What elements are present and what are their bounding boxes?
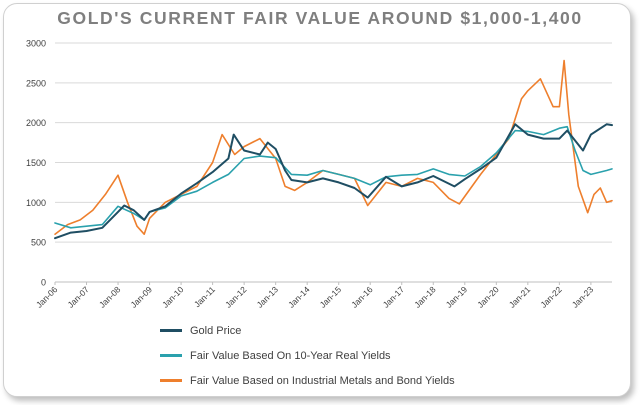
legend-label-industrial-metals: Fair Value Based on Industrial Metals an… <box>190 374 455 387</box>
x-tick-label: Jan-13 <box>255 284 281 310</box>
y-tick-label: 1000 <box>26 198 46 208</box>
x-tick-label: Jan-06 <box>34 284 60 310</box>
x-tick-label: Jan-08 <box>97 284 123 310</box>
x-tick-label: Jan-21 <box>507 284 533 310</box>
series-layer <box>54 59 613 240</box>
legend: Gold Price Fair Value Based On 10-Year R… <box>160 318 455 393</box>
legend-item-real-yields: Fair Value Based On 10-Year Real Yields <box>160 343 455 368</box>
x-tick-label: Jan-07 <box>65 284 91 310</box>
x-tick-label: Jan-10 <box>160 284 186 310</box>
x-tick-label: Jan-17 <box>381 284 407 310</box>
legend-item-industrial-metals: Fair Value Based on Industrial Metals an… <box>160 368 455 393</box>
x-tick-label: Jan-18 <box>412 284 438 310</box>
series-line-gold-price <box>54 123 613 240</box>
x-tick-label: Jan-22 <box>538 284 564 310</box>
x-tick-label: Jan-19 <box>444 284 470 310</box>
x-tick-label: Jan-15 <box>318 284 344 310</box>
x-tick-label: Jan-23 <box>570 284 596 310</box>
x-tick-label: Jan-20 <box>475 284 501 310</box>
x-tick-label: Jan-11 <box>192 284 217 309</box>
legend-item-gold-price: Gold Price <box>160 318 455 343</box>
legend-swatch-real-yields <box>160 354 182 357</box>
y-tick-label: 500 <box>31 238 46 248</box>
legend-swatch-industrial-metals <box>160 379 182 382</box>
chart-card <box>3 3 631 397</box>
y-tick-label: 2000 <box>26 118 46 128</box>
y-tick-label: 0 <box>41 278 46 288</box>
x-tick-label: Jan-16 <box>349 284 375 310</box>
legend-swatch-gold-price <box>160 329 182 332</box>
series-line-real-yields <box>54 125 613 229</box>
series-line-industrial-metals <box>54 59 613 235</box>
grid-layer <box>55 42 612 243</box>
chart-title: GOLD'S CURRENT FAIR VALUE AROUND $1,000-… <box>57 8 583 28</box>
y-tick-label: 2500 <box>26 78 46 88</box>
legend-label-real-yields: Fair Value Based On 10-Year Real Yields <box>190 349 391 362</box>
x-tick-label: Jan-14 <box>286 284 312 310</box>
y-tick-label: 1500 <box>26 158 46 168</box>
x-tick-label: Jan-12 <box>223 284 249 310</box>
x-tick-label: Jan-09 <box>129 284 155 310</box>
legend-label-gold-price: Gold Price <box>190 324 242 337</box>
y-tick-label: 3000 <box>26 39 46 49</box>
